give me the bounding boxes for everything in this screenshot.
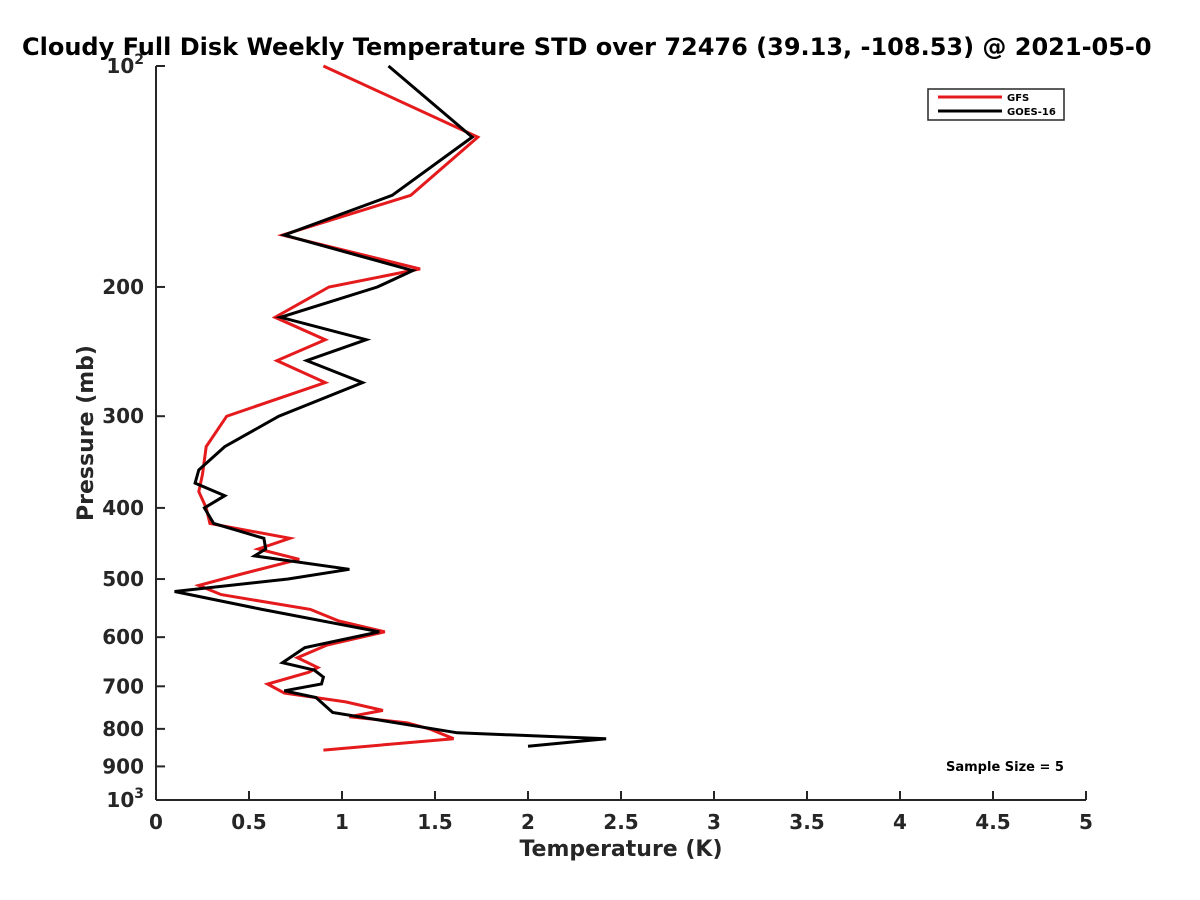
y-tick-label: 200 [102, 275, 144, 299]
x-tick-label: 5 [1079, 810, 1093, 834]
y-tick-label: 102 [106, 52, 144, 78]
plot-lines [174, 64, 607, 752]
sample-size-annotation: Sample Size = 5 [946, 760, 1064, 775]
x-ticks: 0 0.5 1 1.5 2 2.5 3 3.5 4 4.5 5 [149, 791, 1093, 834]
legend-label-goes16: GOES-16 [1007, 107, 1056, 118]
y-tick-label: 500 [102, 567, 144, 591]
y-ticks: 102 200 300 400 500 600 700 800 900 103 [102, 52, 165, 812]
x-tick-label: 0.5 [231, 810, 266, 834]
chart-title: Cloudy Full Disk Weekly Temperature STD … [22, 33, 1152, 61]
x-tick-label: 4.5 [975, 810, 1010, 834]
x-tick-label: 2 [521, 810, 535, 834]
y-tick-label: 300 [102, 404, 144, 428]
y-tick-label: 800 [102, 717, 144, 741]
legend: GFS GOES-16 [927, 88, 1065, 121]
x-tick-label: 3.5 [789, 810, 824, 834]
x-tick-label: 3 [707, 810, 721, 834]
series-line-goes16 [174, 64, 607, 748]
y-tick-label: 400 [102, 496, 144, 520]
y-tick-label: 600 [102, 625, 144, 649]
x-tick-label: 2.5 [603, 810, 638, 834]
x-tick-label: 4 [893, 810, 907, 834]
x-tick-label: 1 [335, 810, 349, 834]
y-tick-label: 900 [102, 754, 144, 778]
series-line-gfs [194, 64, 481, 752]
y-axis-label: Pressure (mb) [74, 345, 99, 521]
legend-box [927, 88, 1065, 121]
x-tick-label: 1.5 [417, 810, 452, 834]
x-axis-label: Temperature (K) [519, 837, 722, 862]
y-tick-label: 103 [106, 786, 144, 812]
y-tick-label: 700 [102, 674, 144, 698]
legend-label-gfs: GFS [1007, 93, 1029, 104]
x-tick-label: 0 [149, 810, 163, 834]
